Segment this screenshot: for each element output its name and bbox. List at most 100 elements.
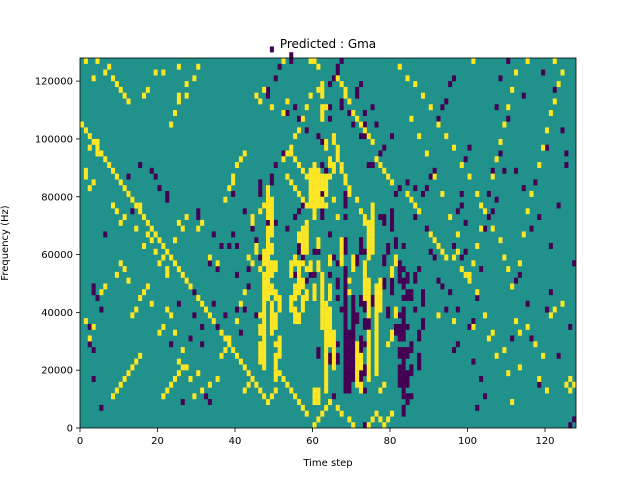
heatmap-cell — [91, 347, 96, 353]
heatmap-cell — [328, 115, 333, 122]
heatmap-cell — [293, 295, 298, 301]
heatmap-cell — [95, 144, 100, 151]
heatmap-cell — [242, 289, 247, 296]
heatmap-cell — [331, 196, 336, 203]
heatmap-cell — [362, 323, 367, 330]
heatmap-cell — [548, 243, 553, 249]
heatmap-cell — [351, 370, 356, 377]
heatmap-cell — [266, 248, 271, 255]
heatmap-cell — [568, 323, 573, 330]
heatmap-cell — [405, 271, 410, 278]
heatmap-cell — [173, 375, 178, 382]
heatmap-cell — [440, 248, 445, 255]
heatmap-cell — [211, 318, 216, 325]
heatmap-cell — [386, 341, 391, 348]
heatmap-cell — [266, 225, 271, 232]
heatmap-cell — [269, 225, 274, 232]
heatmap-cell — [149, 167, 154, 174]
heatmap-cell — [235, 352, 240, 359]
heatmap-cell — [281, 58, 286, 64]
heatmap-cell — [242, 150, 247, 157]
heatmap-cell — [289, 266, 294, 273]
heatmap-cell — [374, 352, 379, 359]
heatmap-cell — [510, 399, 515, 406]
heatmap-cell — [386, 312, 391, 319]
heatmap-cell — [87, 133, 92, 140]
heatmap-cell — [494, 104, 499, 111]
heatmap-cell — [366, 312, 371, 319]
heatmap-cell — [479, 225, 484, 232]
heatmap-cell — [378, 300, 383, 307]
heatmap-cell — [304, 289, 309, 296]
heatmap-cell — [374, 306, 379, 313]
heatmap-cell — [293, 318, 298, 325]
heatmap-cell — [359, 370, 364, 377]
heatmap-cell — [436, 277, 441, 284]
heatmap-cell — [514, 277, 519, 284]
heatmap-cell — [343, 271, 348, 278]
heatmap-cell — [343, 306, 348, 313]
heatmap-cell — [297, 115, 302, 122]
heatmap-cell — [304, 202, 309, 209]
heatmap-cell — [397, 277, 402, 284]
heatmap-cell — [262, 260, 267, 267]
heatmap-cell — [471, 323, 476, 330]
heatmap-cell — [514, 167, 519, 174]
heatmap-cell — [397, 364, 402, 371]
heatmap-cell — [417, 352, 422, 359]
heatmap-cell — [293, 283, 298, 290]
heatmap-cell — [409, 196, 414, 203]
heatmap-cell — [231, 347, 236, 353]
x-tick-label: 40 — [229, 436, 242, 447]
heatmap-cell — [293, 104, 298, 111]
heatmap-cell — [343, 214, 348, 221]
heatmap-cell — [405, 347, 410, 353]
heatmap-cell — [382, 422, 387, 429]
heatmap-cell — [300, 404, 305, 411]
heatmap-cell — [413, 202, 418, 209]
heatmap-cell — [262, 364, 267, 371]
heatmap-cell — [266, 289, 271, 296]
heatmap-cell — [440, 104, 445, 111]
x-axis-label: Time step — [302, 458, 352, 469]
heatmap-cell — [409, 289, 414, 296]
heatmap-cell — [355, 196, 360, 203]
heatmap-cell — [184, 364, 189, 371]
heatmap-cell — [417, 266, 422, 273]
x-tick-label: 0 — [77, 436, 83, 447]
heatmap-cell — [176, 300, 181, 307]
heatmap-cell — [153, 248, 158, 255]
heatmap-cell — [262, 283, 267, 290]
heatmap-cell — [347, 375, 352, 382]
heatmap-cell — [351, 121, 356, 128]
heatmap-cell — [483, 393, 488, 400]
heatmap-cell — [331, 393, 336, 400]
heatmap-cell — [393, 329, 398, 336]
heatmap-cell — [351, 312, 356, 319]
heatmap-cell — [242, 306, 247, 313]
heatmap-cell — [122, 266, 127, 273]
heatmap-cell — [343, 179, 348, 186]
heatmap-cell — [157, 237, 162, 244]
heatmap-cell — [324, 323, 329, 330]
heatmap-cell — [401, 404, 406, 411]
heatmap-cell — [370, 162, 375, 168]
heatmap-cell — [328, 173, 333, 180]
heatmap-cell — [114, 173, 119, 180]
heatmap-cell — [266, 243, 271, 249]
heatmap-cell — [347, 347, 352, 353]
heatmap-cell — [390, 219, 395, 226]
y-tick-label: 100000 — [35, 134, 73, 145]
chart-title: Predicted : Gma — [280, 37, 376, 51]
plot-area — [79, 46, 577, 429]
heatmap-cell — [262, 248, 267, 255]
heatmap-cell — [324, 347, 329, 353]
heatmap-cell — [328, 335, 333, 342]
heatmap-cell — [397, 335, 402, 342]
heatmap-cell — [374, 295, 379, 301]
heatmap-cell — [312, 196, 317, 203]
heatmap-cell — [471, 358, 476, 365]
heatmap-cell — [149, 225, 154, 232]
heatmap-cell — [436, 312, 441, 319]
heatmap-cell — [421, 289, 426, 296]
